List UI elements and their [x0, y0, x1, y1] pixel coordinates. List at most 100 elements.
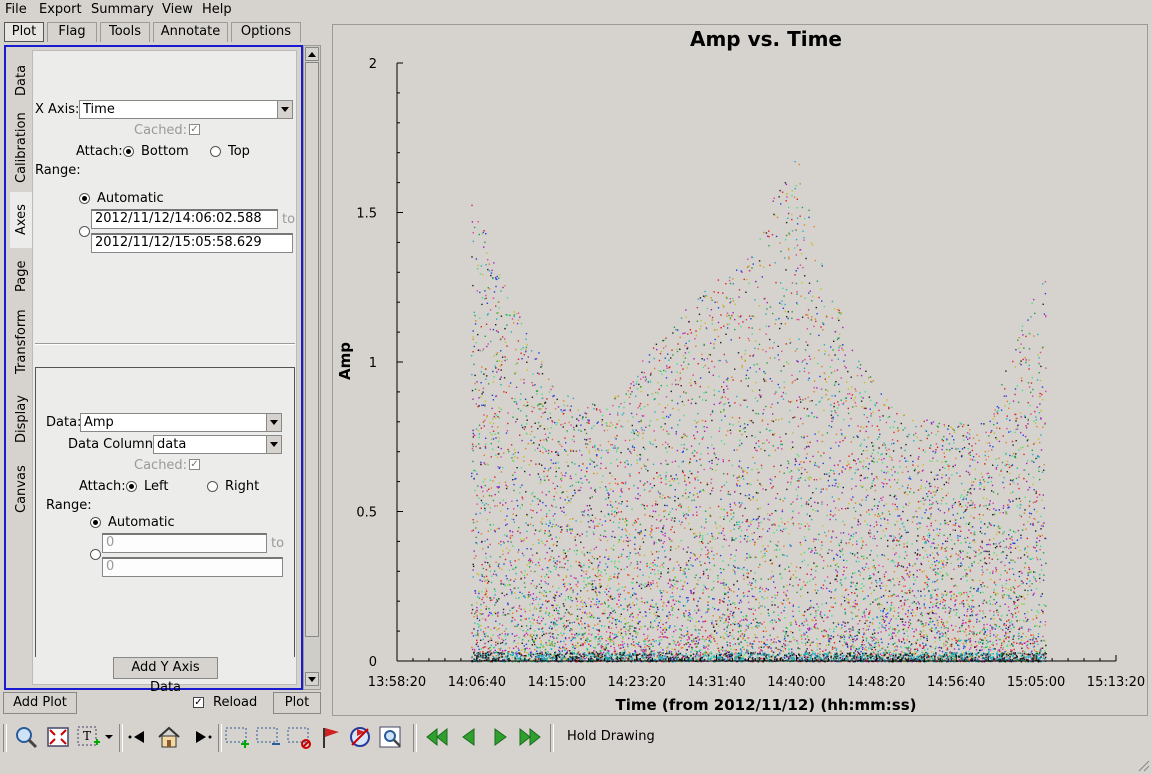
- vtab-calibration[interactable]: Calibration: [10, 108, 34, 188]
- data-point: [854, 572, 856, 574]
- menu-file[interactable]: File: [5, 2, 27, 17]
- x-range-to-field[interactable]: 2012/11/12/15:05:58.629: [91, 233, 293, 253]
- data-point: [881, 641, 883, 644]
- data-point: [513, 489, 515, 492]
- vtab-canvas[interactable]: Canvas: [10, 458, 34, 520]
- tab-options[interactable]: Options: [231, 22, 301, 42]
- data-point: [830, 537, 833, 539]
- x-range-manual-radio[interactable]: [79, 226, 90, 237]
- data-point: [772, 575, 774, 577]
- vtab-data[interactable]: Data: [10, 55, 34, 105]
- data-point: [995, 533, 998, 536]
- data-point: [792, 574, 795, 576]
- x-range-from-field[interactable]: 2012/11/12/14:06:02.588: [91, 209, 278, 229]
- data-point: [572, 589, 574, 591]
- data-point: [628, 652, 630, 654]
- data-point: [797, 647, 799, 649]
- y-attach-left-radio[interactable]: [126, 481, 137, 492]
- menu-export[interactable]: Export: [39, 2, 82, 17]
- data-point: [677, 424, 679, 426]
- y-range-from-field[interactable]: 0: [102, 533, 267, 553]
- data-point: [486, 314, 489, 316]
- data-point: [1000, 627, 1002, 630]
- y-cached-checkbox[interactable]: ✓: [189, 459, 200, 470]
- data-point: [855, 658, 858, 660]
- menu-help[interactable]: Help: [202, 2, 232, 17]
- add-y-axis-data-button[interactable]: Add Y Axis Data: [113, 657, 218, 695]
- x-axis-select[interactable]: Time: [79, 100, 293, 119]
- tab-tools[interactable]: Tools: [100, 22, 150, 42]
- data-point: [738, 476, 740, 478]
- data-point: [880, 615, 882, 618]
- vtab-axes[interactable]: Axes: [10, 192, 34, 248]
- data-point: [838, 544, 841, 547]
- data-point: [668, 367, 670, 369]
- data-point: [512, 647, 515, 649]
- data-point: [631, 581, 633, 584]
- y-range-automatic-radio[interactable]: [90, 517, 101, 528]
- data-point: [1040, 417, 1042, 419]
- y-range-manual-radio[interactable]: [90, 549, 101, 560]
- data-point: [498, 527, 500, 530]
- scroll-thumb[interactable]: [305, 62, 319, 637]
- vtab-page[interactable]: Page: [10, 252, 34, 300]
- data-point: [476, 543, 478, 545]
- reload-checkbox[interactable]: ✓: [193, 697, 204, 708]
- vtab-transform[interactable]: Transform: [10, 304, 34, 380]
- data-point: [541, 518, 544, 520]
- data-point: [881, 453, 883, 455]
- scroll-down-icon[interactable]: [305, 672, 319, 686]
- data-point: [936, 460, 939, 462]
- y-column-select[interactable]: data: [153, 435, 282, 454]
- x-attach-top-radio[interactable]: [210, 146, 221, 157]
- data-point: [728, 588, 731, 591]
- data-point: [1005, 538, 1008, 540]
- data-point: [744, 349, 747, 352]
- data-point: [512, 513, 514, 515]
- vtab-display[interactable]: Display: [10, 384, 34, 454]
- data-point: [939, 660, 941, 663]
- data-point: [810, 606, 813, 608]
- y-range-to-field[interactable]: 0: [102, 557, 283, 577]
- tab-annotate[interactable]: Annotate: [153, 22, 228, 42]
- data-point: [471, 530, 473, 532]
- menu-summary[interactable]: Summary: [91, 2, 154, 17]
- panel-scrollbar[interactable]: [303, 45, 321, 690]
- y-attach-right-radio[interactable]: [207, 481, 218, 492]
- data-point: [528, 655, 530, 657]
- plot-button[interactable]: Plot: [273, 692, 321, 714]
- data-point: [742, 615, 745, 618]
- data-point: [890, 633, 892, 635]
- data-point: [698, 556, 701, 558]
- data-point: [616, 507, 618, 509]
- data-point: [729, 642, 731, 644]
- data-point: [630, 464, 633, 466]
- tab-flag[interactable]: Flag: [47, 22, 97, 42]
- x-range-automatic-radio[interactable]: [79, 193, 90, 204]
- data-point: [600, 654, 602, 657]
- data-point: [722, 546, 724, 548]
- data-point: [999, 532, 1001, 534]
- data-point: [697, 412, 699, 415]
- data-point: [971, 501, 973, 503]
- data-point: [854, 599, 857, 602]
- data-point: [508, 385, 510, 387]
- x-cached-checkbox[interactable]: ✓: [189, 124, 200, 135]
- data-point: [727, 591, 729, 594]
- y-data-select[interactable]: Amp: [80, 413, 282, 432]
- data-point: [599, 620, 601, 622]
- tab-plot[interactable]: Plot: [4, 22, 44, 42]
- data-point: [804, 525, 806, 527]
- data-point: [671, 609, 673, 611]
- data-point: [928, 534, 931, 537]
- data-point: [947, 492, 949, 494]
- scroll-up-icon[interactable]: [305, 47, 319, 61]
- data-point: [1005, 587, 1007, 589]
- data-point: [633, 484, 635, 487]
- data-point: [756, 624, 758, 627]
- x-attach-bottom-radio[interactable]: [123, 146, 134, 157]
- menu-view[interactable]: View: [162, 2, 193, 17]
- data-point: [585, 584, 587, 586]
- amp-vs-time-chart[interactable]: Amp vs. Time Amp Time (from 2012/11/12) …: [333, 25, 1147, 715]
- add-plot-button[interactable]: Add Plot: [3, 692, 77, 714]
